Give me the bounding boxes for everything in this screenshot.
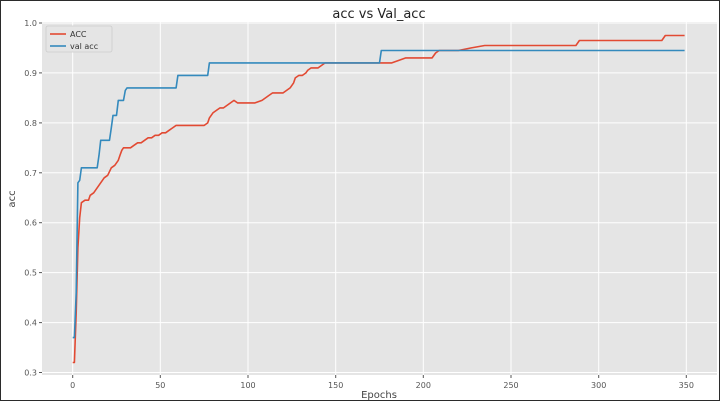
legend-label-0: ACC xyxy=(70,30,87,39)
axis-ticks: 0 50 100 150 200 250 300 350 0.3 0.4 0.5 0.6 0.7 0.8 0… xyxy=(24,19,694,390)
y-tick-label: 0.4 xyxy=(24,319,37,328)
series-line-0 xyxy=(72,34,685,364)
y-tick-label: 0.3 xyxy=(24,369,37,378)
y-tick-label: 0.5 xyxy=(24,269,37,278)
y-tick-label: 1.0 xyxy=(24,19,37,28)
x-tick-label: 100 xyxy=(240,381,255,390)
y-tick-label: 0.9 xyxy=(24,69,37,78)
chart-title: acc vs Val_acc xyxy=(332,7,425,22)
series-line-1 xyxy=(72,49,685,339)
y-tick-label: 0.7 xyxy=(24,169,37,178)
x-axis-label: Epochs xyxy=(361,390,397,400)
y-tick-label: 0.8 xyxy=(24,119,37,128)
x-tick-label: 250 xyxy=(503,381,518,390)
y-axis-label: acc xyxy=(7,190,18,207)
legend: ACC val acc xyxy=(45,25,113,53)
x-tick-label: 200 xyxy=(416,381,431,390)
x-tick-label: 350 xyxy=(679,381,694,390)
series-layer xyxy=(72,34,685,364)
x-tick-label: 150 xyxy=(328,381,343,390)
plot-area xyxy=(42,22,717,375)
y-tick-label: 0.6 xyxy=(24,219,37,228)
x-tick-label: 0 xyxy=(70,381,75,390)
x-tick-label: 50 xyxy=(155,381,165,390)
grid-lines xyxy=(42,22,717,375)
x-tick-label: 300 xyxy=(591,381,606,390)
legend-label-1: val acc xyxy=(70,42,98,51)
